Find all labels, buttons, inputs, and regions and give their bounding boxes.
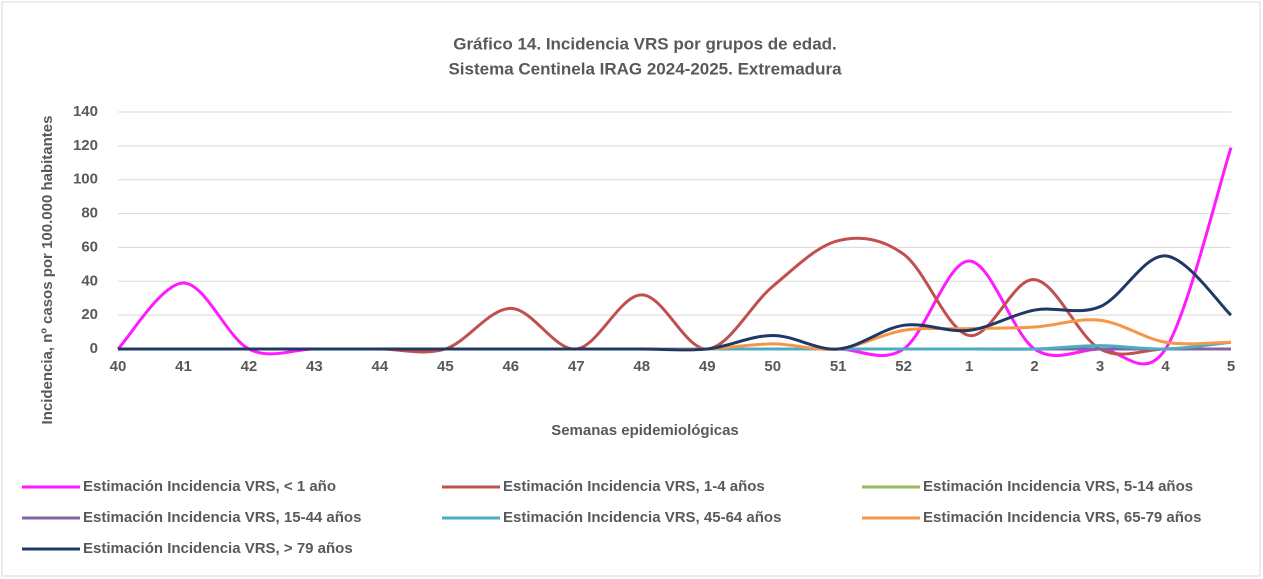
legend-label: Estimación Incidencia VRS, 45-64 años xyxy=(503,509,781,526)
x-tick-label: 40 xyxy=(110,358,127,375)
x-tick-label: 45 xyxy=(437,358,454,375)
y-tick-label: 60 xyxy=(81,238,98,255)
y-axis-title: Incidencia, nº casos por 100.000 habitan… xyxy=(39,116,56,425)
legend-label: Estimación Incidencia VRS, 65-79 años xyxy=(923,509,1201,526)
x-tick-label: 42 xyxy=(241,358,258,375)
y-tick-label: 40 xyxy=(81,272,98,289)
y-tick-label: 0 xyxy=(90,340,98,357)
x-tick-label: 51 xyxy=(830,358,847,375)
legend-label: Estimación Incidencia VRS, > 79 años xyxy=(83,540,353,557)
y-tick-label: 80 xyxy=(81,205,98,222)
x-tick-label: 44 xyxy=(372,358,389,375)
x-tick-label: 1 xyxy=(965,358,973,375)
legend-label: Estimación Incidencia VRS, 1-4 años xyxy=(503,478,765,495)
x-tick-label: 43 xyxy=(306,358,323,375)
x-tick-label: 4 xyxy=(1161,358,1170,375)
x-tick-label: 48 xyxy=(633,358,650,375)
x-tick-label: 52 xyxy=(895,358,912,375)
x-tick-label: 46 xyxy=(502,358,519,375)
x-tick-label: 2 xyxy=(1030,358,1038,375)
x-axis-title: Semanas epidemiológicas xyxy=(551,422,739,439)
series-line xyxy=(118,254,1233,352)
chart-title: Sistema Centinela IRAG 2024-2025. Extrem… xyxy=(448,59,842,78)
x-tick-label: 49 xyxy=(699,358,716,375)
x-tick-label: 47 xyxy=(568,358,585,375)
legend-label: Estimación Incidencia VRS, < 1 año xyxy=(83,478,336,495)
y-tick-label: 140 xyxy=(73,103,98,120)
y-tick-label: 100 xyxy=(73,171,98,188)
x-tick-label: 3 xyxy=(1096,358,1104,375)
legend-label: Estimación Incidencia VRS, 5-14 años xyxy=(923,478,1193,495)
chart-title: Gráfico 14. Incidencia VRS por grupos de… xyxy=(453,34,837,53)
legend-label: Estimación Incidencia VRS, 15-44 años xyxy=(83,509,361,526)
x-tick-label: 41 xyxy=(175,358,192,375)
x-tick-label: 50 xyxy=(764,358,781,375)
x-tick-label: 5 xyxy=(1227,358,1235,375)
y-tick-label: 120 xyxy=(73,137,98,154)
y-tick-label: 20 xyxy=(81,306,98,323)
